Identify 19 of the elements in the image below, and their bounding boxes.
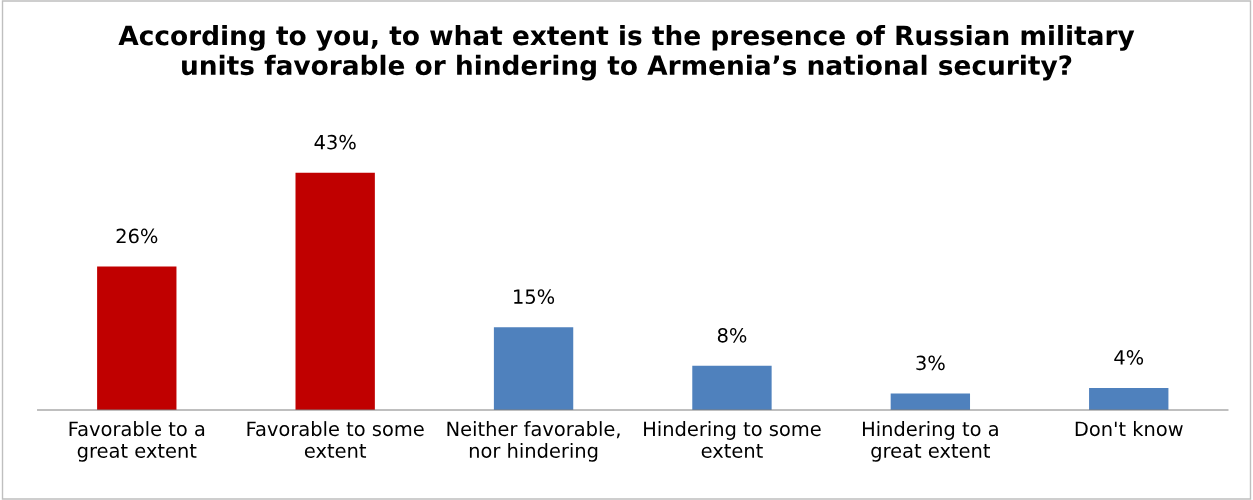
x-tick-label: Favorable to some extent (247, 421, 424, 458)
bar (295, 172, 375, 410)
data-label: 8% (717, 327, 747, 343)
x-tick-label: Hindering to some extent (644, 421, 821, 458)
data-label: 26% (116, 228, 158, 244)
bar (493, 327, 574, 410)
x-tick-label: Hindering to a great extent (863, 421, 998, 462)
data-label: 43% (314, 134, 356, 150)
bar (97, 266, 177, 410)
x-tick-label: Neither favorable, nor hindering (447, 421, 620, 462)
data-label: 3% (916, 355, 945, 371)
bar (692, 365, 772, 410)
bar (890, 393, 971, 410)
x-tick-label: Don't know (1075, 421, 1183, 437)
data-label: 4% (1114, 350, 1144, 365)
chart-title: According to you, to what extent is the presence of Russian military units favorable or hindering to Armenia’s national security? (118, 25, 1135, 81)
bar (1089, 387, 1169, 410)
data-label: 15% (514, 289, 555, 305)
x-tick-label: Favorable to a great extent (69, 421, 205, 462)
